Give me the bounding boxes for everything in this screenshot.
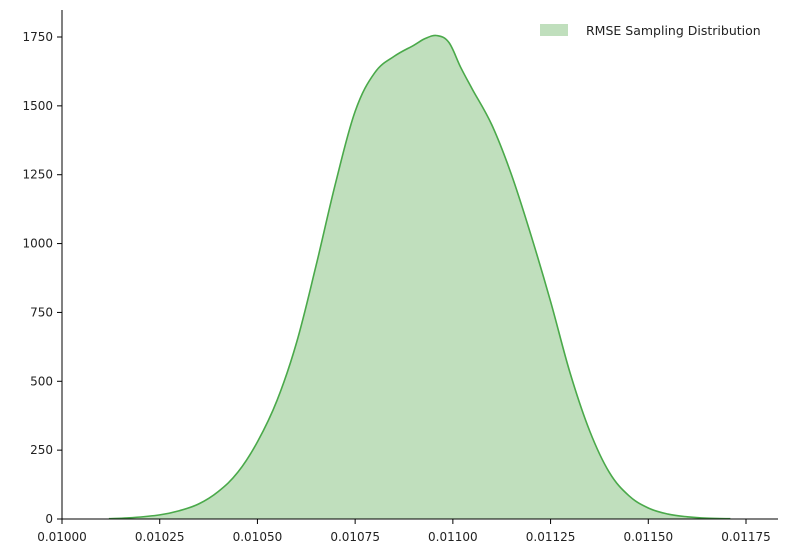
y-tick-label: 750 bbox=[30, 305, 53, 319]
density-area-fill bbox=[108, 35, 731, 519]
legend-label: RMSE Sampling Distribution bbox=[586, 23, 761, 38]
plot-area bbox=[108, 34, 731, 520]
x-tick-label: 0.01150 bbox=[623, 530, 673, 544]
x-tick-label: 0.01025 bbox=[135, 530, 185, 544]
y-tick-label: 1000 bbox=[22, 237, 53, 251]
axes: 0 250 500 750 1000 1250 1500 1750 0.01000 0.01025… bbox=[22, 10, 778, 544]
x-tick-label: 0.01125 bbox=[526, 530, 576, 544]
y-tick-label: 1750 bbox=[22, 30, 53, 44]
legend: RMSE Sampling Distribution bbox=[540, 23, 761, 38]
x-tick-label: 0.01000 bbox=[37, 530, 87, 544]
density-curve-line bbox=[108, 34, 731, 520]
y-tick-label: 500 bbox=[30, 374, 53, 388]
y-tick-label: 0 bbox=[45, 512, 53, 526]
y-tick-label: 1500 bbox=[22, 99, 53, 113]
legend-swatch bbox=[540, 24, 568, 36]
x-tick-label: 0.01050 bbox=[233, 530, 283, 544]
x-tick-label: 0.01075 bbox=[330, 530, 380, 544]
y-tick-label: 250 bbox=[30, 443, 53, 457]
x-tick-label: 0.01100 bbox=[428, 530, 478, 544]
x-tick-label: 0.01175 bbox=[721, 530, 771, 544]
y-tick-label: 1250 bbox=[22, 168, 53, 182]
